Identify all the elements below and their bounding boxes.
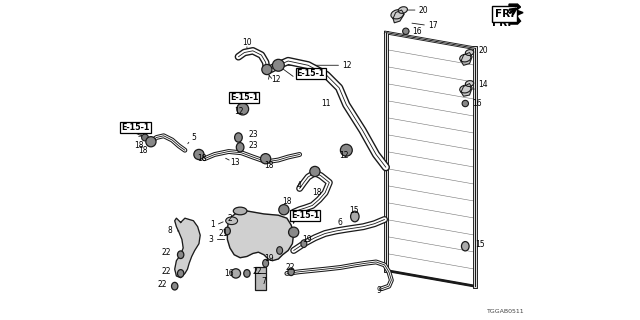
Ellipse shape	[279, 204, 289, 215]
Ellipse shape	[235, 133, 243, 142]
Ellipse shape	[289, 227, 299, 237]
Ellipse shape	[462, 100, 468, 107]
Ellipse shape	[244, 270, 250, 277]
Ellipse shape	[310, 166, 320, 177]
Text: 12: 12	[339, 151, 349, 160]
Text: 18: 18	[138, 146, 148, 155]
Ellipse shape	[461, 242, 469, 251]
Text: 16: 16	[472, 99, 482, 108]
Ellipse shape	[172, 282, 178, 290]
Text: 12: 12	[271, 75, 281, 84]
Text: 23: 23	[248, 140, 259, 150]
Text: 8: 8	[168, 227, 173, 236]
Text: 19: 19	[302, 235, 312, 244]
Text: 16: 16	[225, 269, 234, 278]
Text: 16: 16	[413, 27, 422, 36]
Text: 3: 3	[209, 235, 214, 244]
Ellipse shape	[146, 137, 156, 147]
Polygon shape	[175, 218, 200, 278]
Text: 18: 18	[198, 154, 207, 163]
Text: 18: 18	[264, 161, 273, 170]
Text: 7: 7	[261, 277, 266, 286]
Text: 20: 20	[478, 46, 488, 55]
Ellipse shape	[465, 81, 474, 86]
Ellipse shape	[301, 240, 307, 247]
Text: 15: 15	[349, 206, 358, 215]
Text: 18: 18	[283, 197, 292, 206]
Text: 12: 12	[342, 61, 351, 70]
Text: E-15-1: E-15-1	[291, 211, 319, 220]
Text: 13: 13	[230, 158, 239, 167]
Text: 23: 23	[248, 130, 259, 139]
Polygon shape	[509, 4, 523, 24]
Bar	[255, 268, 266, 290]
Text: 14: 14	[478, 80, 488, 89]
Polygon shape	[461, 84, 472, 96]
Ellipse shape	[236, 143, 244, 152]
Ellipse shape	[276, 247, 283, 254]
Text: TGGAB0511: TGGAB0511	[487, 309, 525, 314]
Ellipse shape	[465, 50, 474, 55]
Text: 12: 12	[234, 108, 244, 116]
Ellipse shape	[262, 64, 272, 75]
Ellipse shape	[141, 134, 148, 141]
Text: 22: 22	[285, 263, 294, 272]
Text: 22: 22	[253, 267, 262, 276]
Text: 18: 18	[134, 141, 143, 150]
Text: 5: 5	[192, 133, 196, 142]
Ellipse shape	[231, 269, 241, 278]
Ellipse shape	[226, 217, 237, 225]
Ellipse shape	[177, 251, 184, 259]
Text: 6: 6	[338, 218, 342, 227]
Ellipse shape	[351, 211, 359, 222]
Text: 22: 22	[162, 248, 172, 257]
Ellipse shape	[234, 207, 247, 215]
Text: 4: 4	[296, 181, 301, 190]
Ellipse shape	[391, 10, 404, 19]
Text: 19: 19	[264, 254, 273, 263]
Ellipse shape	[225, 227, 230, 235]
Ellipse shape	[237, 103, 248, 115]
Text: 18: 18	[312, 188, 322, 197]
Ellipse shape	[177, 270, 184, 277]
Ellipse shape	[260, 154, 271, 164]
Text: 21: 21	[219, 229, 228, 238]
Text: 11: 11	[321, 99, 330, 108]
Text: E-15-1: E-15-1	[121, 123, 150, 132]
Ellipse shape	[194, 149, 204, 160]
Text: 10: 10	[242, 38, 252, 47]
Text: E-15-1: E-15-1	[296, 69, 325, 78]
Text: 15: 15	[475, 240, 484, 250]
Text: 1: 1	[211, 220, 215, 229]
Ellipse shape	[273, 59, 284, 71]
Text: 22: 22	[157, 280, 167, 289]
Text: 20: 20	[419, 5, 428, 14]
Text: 17: 17	[428, 21, 438, 30]
Text: 22: 22	[162, 267, 172, 276]
Text: FR.: FR.	[495, 9, 515, 19]
Polygon shape	[461, 52, 472, 65]
Text: E-15-1: E-15-1	[230, 93, 259, 102]
Ellipse shape	[403, 28, 409, 35]
Text: 2: 2	[227, 214, 232, 223]
Ellipse shape	[460, 85, 471, 93]
Ellipse shape	[340, 144, 352, 156]
Polygon shape	[227, 211, 294, 261]
Polygon shape	[393, 10, 404, 23]
Ellipse shape	[398, 7, 408, 13]
Ellipse shape	[288, 268, 294, 276]
Text: 9: 9	[376, 286, 381, 295]
Ellipse shape	[262, 260, 269, 267]
Ellipse shape	[460, 54, 471, 62]
Text: FR.: FR.	[492, 13, 518, 28]
